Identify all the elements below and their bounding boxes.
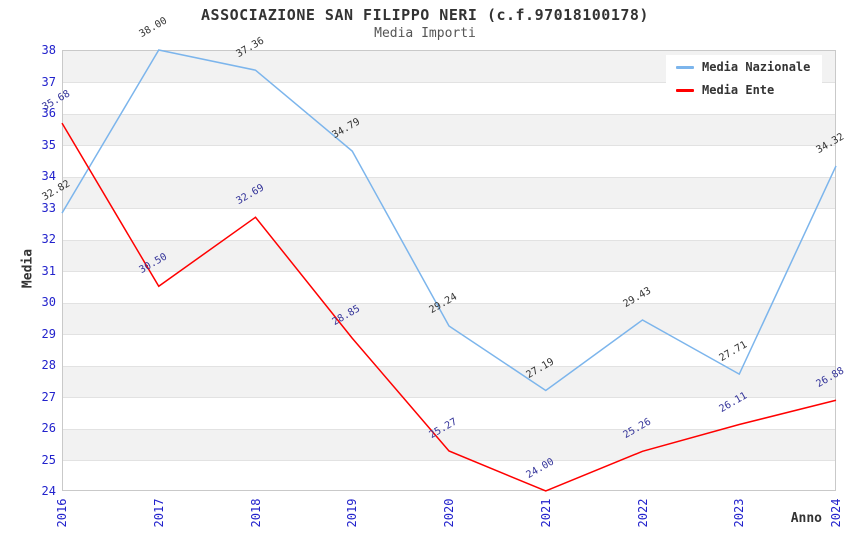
legend: Media Nazionale Media Ente — [666, 55, 823, 104]
y-tick-label: 35 — [41, 137, 56, 152]
plot-band — [63, 177, 835, 209]
gridline — [63, 334, 835, 335]
line-media-ente — [61, 122, 837, 492]
plot-band — [63, 114, 835, 146]
gridline — [63, 428, 835, 430]
y-tick-label: 26 — [41, 421, 56, 435]
x-tick-label: 2021 — [538, 498, 553, 528]
x-tick-label: 2023 — [732, 498, 747, 528]
y-tick-label: 25 — [41, 452, 56, 467]
gridline — [63, 239, 835, 241]
x-tick-label: 2019 — [345, 498, 360, 528]
legend-item-media-ente[interactable]: Media Ente — [676, 83, 810, 97]
gridline — [63, 271, 835, 272]
y-tick-label: 36 — [41, 106, 56, 120]
gridline — [63, 113, 835, 115]
legend-item-label: Media Ente — [702, 83, 775, 97]
gridline — [63, 460, 835, 461]
gridline — [63, 365, 835, 367]
x-tick-label: 2022 — [635, 498, 650, 528]
plot-band — [63, 240, 835, 272]
y-tick-label: 27 — [41, 389, 56, 404]
gridline — [63, 397, 835, 398]
y-tick-label: 33 — [41, 200, 56, 215]
legend-item-media-nazionale[interactable]: Media Nazionale — [676, 60, 810, 74]
plot-band — [63, 303, 835, 335]
y-tick-label: 29 — [41, 326, 56, 341]
y-tick-label: 32 — [41, 232, 56, 246]
y-tick-label: 37 — [41, 74, 56, 89]
gridline — [63, 176, 835, 178]
y-tick-label: 38 — [41, 43, 56, 57]
legend-item-label: Media Nazionale — [702, 60, 811, 74]
x-tick-label: 2016 — [55, 498, 69, 528]
chart-subtitle: Media Importi — [374, 26, 476, 41]
x-tick-label: 2018 — [248, 498, 263, 528]
chart-title: ASSOCIAZIONE SAN FILIPPO NERI (c.f.97018… — [201, 6, 649, 24]
legend-line-icon — [676, 65, 694, 69]
y-tick-label: 30 — [41, 295, 56, 309]
gridline — [63, 208, 835, 209]
gridline — [63, 145, 835, 146]
x-axis-title: Anno — [790, 511, 822, 526]
plot-band — [63, 366, 835, 398]
y-tick-label: 24 — [41, 484, 56, 498]
y-tick-label: 28 — [41, 358, 56, 372]
legend-line-icon — [676, 88, 694, 92]
gridline — [63, 82, 835, 83]
gridline — [63, 302, 835, 304]
x-tick-label: 2024 — [829, 498, 843, 528]
plot-area — [62, 50, 836, 491]
y-tick-label: 31 — [41, 263, 56, 278]
x-tick-label: 2017 — [151, 498, 166, 528]
y-tick-label: 34 — [41, 169, 56, 183]
x-tick-label: 2020 — [442, 498, 456, 528]
line-media-nazionale — [61, 49, 837, 392]
